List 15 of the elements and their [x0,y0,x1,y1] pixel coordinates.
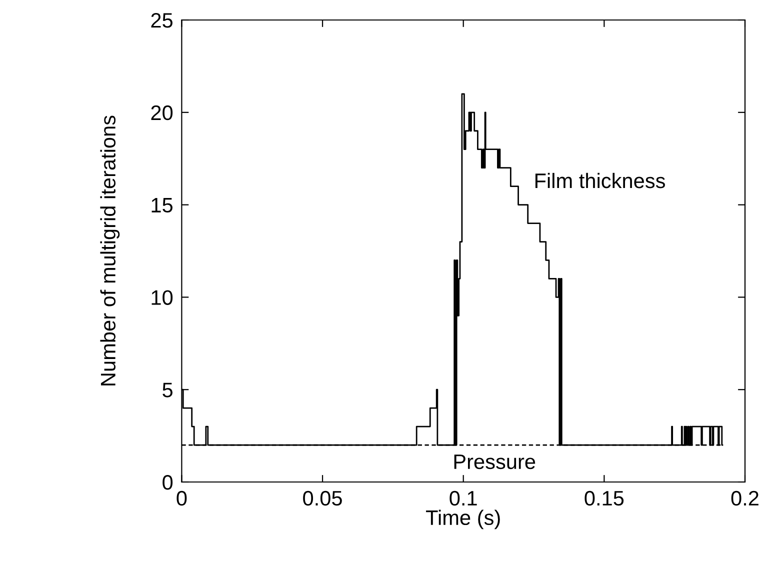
y-tick-label: 25 [151,13,172,28]
y-tick-label: 20 [151,105,173,120]
x-tick-label: 0.05 [303,490,342,506]
y-tick-label: 5 [162,382,172,398]
y-tick-label: 0 [162,475,173,490]
y-tick-label: 10 [152,290,173,305]
x-tick-label: 0.1 [450,490,477,506]
x-axis-title: Time (s) [426,510,500,530]
x-tick-label: 0.15 [584,490,624,506]
x-tick-label: 0.2 [731,490,758,506]
series-label: Film thickness [535,172,665,188]
series-label: Pressure [454,454,536,470]
x-tick-label: 0 [176,490,187,506]
y-axis-title: Number of multigrid iterations [100,116,120,386]
y-tick-label: 15 [152,198,172,213]
